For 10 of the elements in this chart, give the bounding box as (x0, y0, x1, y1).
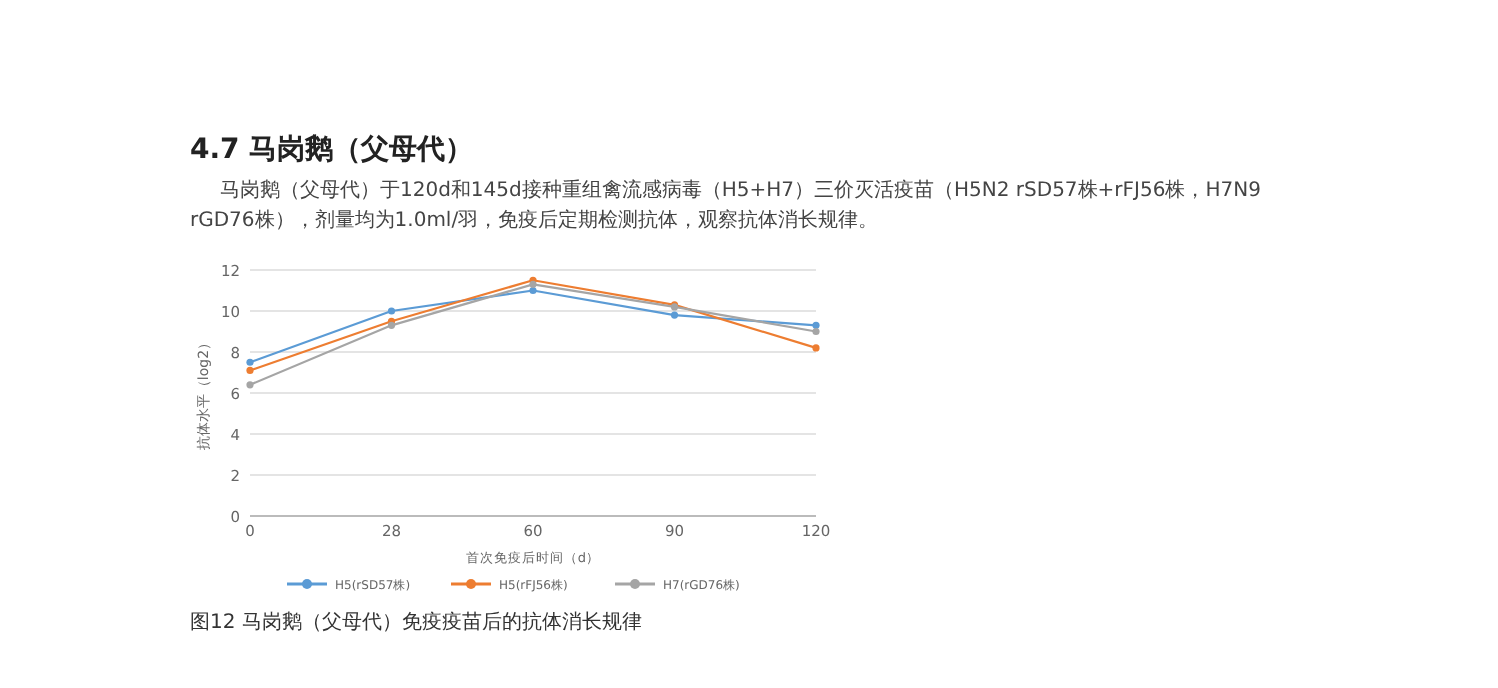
point (387, 307, 396, 315)
point (246, 366, 254, 375)
point (246, 358, 254, 366)
chart-title: 4.7 马岗鹅（父母代） (190, 132, 474, 168)
point (812, 344, 820, 352)
caption: 图12 马岗鹅（父母代）免疫疫苗后的抗体消长规律 (190, 609, 642, 636)
point (812, 327, 820, 336)
point (246, 381, 254, 389)
point (670, 311, 679, 319)
chart-subtitle: 马岗鹅（父母代）于120d和145d接种重组禽流感病毒（H5+H7）三价灭活疫苗（H5N2 rSD57株+rFJ56株，H7N9 rGD76株），剂量均为1.0ml/羽，免疫后定期检测抗体，观察抗体消长规律。 (190, 177, 1263, 236)
